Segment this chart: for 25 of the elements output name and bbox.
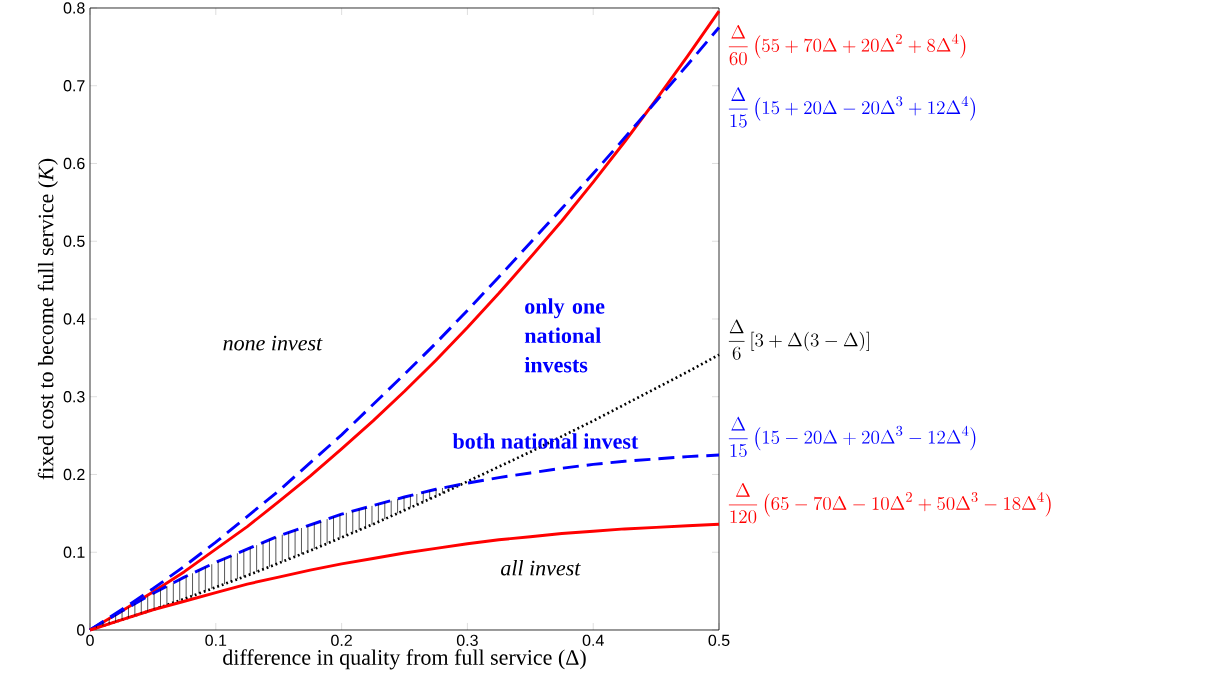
series-label: $\frac{\Delta}{6}\left[3+\Delta(3-\Delta)\right]$ bbox=[728, 319, 869, 360]
annotation: only one national invests bbox=[524, 298, 605, 373]
y-tick-label: 0.1 bbox=[63, 546, 85, 558]
x-tick-label: 0.1 bbox=[205, 634, 227, 647]
x-tick-label: 0.2 bbox=[331, 634, 352, 647]
y-tick-label: 0.7 bbox=[63, 80, 85, 92]
y-tick-label: 0.5 bbox=[63, 235, 85, 247]
series-label: $\frac{\Delta}{120}\left(65-70\Delta-10\Delta^2+50\Delta^3-18\Delta^4\right)$ bbox=[728, 483, 1051, 524]
series-label: $\frac{\Delta}{15}\left(15-20\Delta+20\Delta^3-12\Delta^4\right)$ bbox=[728, 416, 976, 458]
y-tick-label: 0.3 bbox=[63, 391, 85, 403]
y-tick-label: 0.2 bbox=[63, 468, 85, 481]
x-tick-label: 0.4 bbox=[582, 634, 604, 647]
y-tick-label: 0 bbox=[77, 624, 85, 636]
y-tick-label: 0.4 bbox=[63, 313, 85, 325]
x-tick-label: 0.5 bbox=[708, 634, 730, 647]
x-axis-title: difference in quality from full service (Δ) bbox=[223, 649, 586, 670]
y-tick-label: 0.8 bbox=[63, 2, 85, 14]
y-axis-title: fixed cost to become full service (K) bbox=[37, 158, 58, 480]
text: $\frac{\Delta}{15}\left(15+20\Delta-20\Delta^3+12\Delta^4\right)$ bbox=[728, 87, 976, 128]
x-tick-label: 0.3 bbox=[456, 634, 478, 647]
annotation: all invest bbox=[501, 560, 581, 576]
annotation: none invest bbox=[223, 335, 323, 351]
y-tick-label: 0.6 bbox=[63, 157, 85, 170]
x-tick-label: 0 bbox=[86, 634, 94, 647]
series-label: $\frac{\Delta}{60}\left(55+70\Delta+20\Delta^2+8\Delta^4\right)$ bbox=[728, 24, 966, 66]
